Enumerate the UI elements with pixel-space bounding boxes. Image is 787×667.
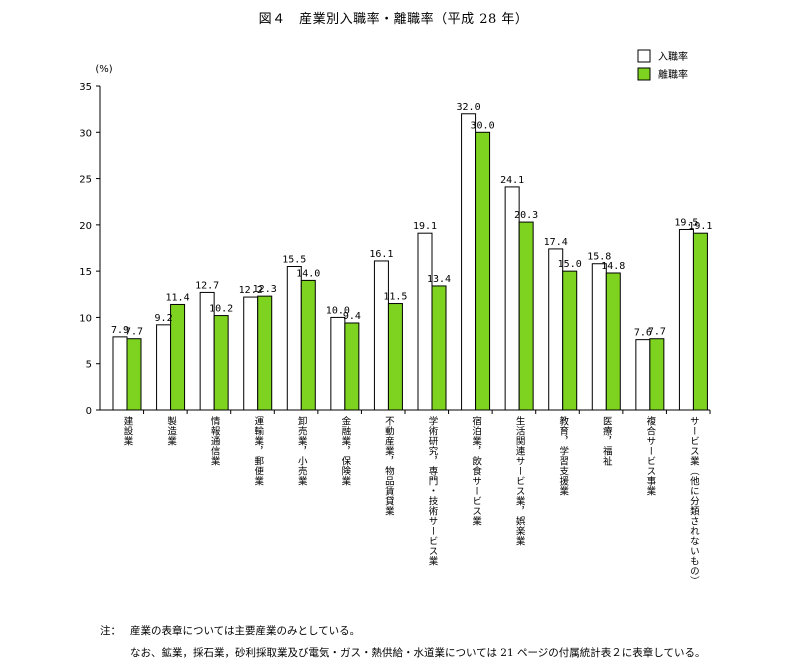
data-label: 16.1 [369,249,393,260]
legend-label-entry: 入職率 [658,50,688,63]
data-label: 20.3 [514,210,538,221]
data-label: 15.0 [558,259,582,270]
data-label: 12.7 [195,280,219,291]
bar-exit-rate [649,338,665,411]
chart-title: 図４ 産業別入職率・離職率（平成 28 年） [258,12,529,27]
x-category-label: 学術研究，専門・技術サービス業 [427,415,439,566]
legend-swatch-exit [637,67,651,81]
x-category-label: サービス業（他に分類されないもの） [688,416,700,586]
y-axis-label: (%) [95,64,112,75]
data-label: 10.0 [326,305,350,316]
y-tick-label: 15 [79,267,92,278]
bar-entry-rate [591,263,607,411]
data-label: 12.2 [239,285,263,296]
x-category-label: 医療，福祉 [601,416,613,466]
y-tick-label: 35 [79,82,92,93]
x-category-label: 卸売業，小売業 [296,415,308,486]
y-tick-label: 10 [79,313,92,324]
bar-entry-rate [330,316,346,411]
x-category-label: 不動産業，物品賃貸業 [383,416,395,516]
legend-swatch-entry [637,49,651,63]
x-category-label: 複合サービス事業 [644,415,656,496]
data-label: 19.5 [674,217,698,228]
data-label: 10.2 [209,304,233,315]
bar-exit-rate [300,279,316,411]
footnote-line-1: 産業の表章については主要産業のみとしている。 [130,625,361,637]
bar-entry-rate [461,113,477,411]
data-label: 32.0 [457,102,481,113]
footnote-line-2: なお、鉱業，採石業，砂利採取業及び電気・ガス・熱供給・水道業については 21 ペ… [130,647,706,659]
bar-exit-rate [126,338,142,411]
data-label: 17.4 [544,237,568,248]
footnote-label: 注： [100,625,121,637]
bar-entry-rate [678,228,694,411]
bar-entry-rate [286,266,302,411]
y-tick-label: 30 [79,128,92,139]
x-category-label: 情報通信業 [209,415,221,466]
x-category-label: 金融業，保険業 [339,415,351,486]
bar-entry-rate [635,339,651,411]
bar-exit-rate [431,285,447,411]
x-category-label: 製造業 [165,415,177,446]
data-label: 7.9 [111,325,129,336]
data-label: 19.1 [688,221,712,232]
y-tick-label: 5 [86,360,92,371]
data-label: 12.3 [253,284,277,295]
data-label: 13.4 [427,274,451,285]
data-label: 24.1 [500,175,524,186]
x-category-label: 生活関連サービス業，娯楽業 [514,415,526,546]
bar-exit-rate [344,322,360,411]
bar-exit-rate [213,315,229,411]
bar-exit-rate [518,221,534,411]
data-label: 9.2 [155,313,173,324]
y-tick-label: 25 [79,175,92,186]
data-label: 11.5 [383,292,407,303]
data-label: 30.0 [471,120,495,131]
footnote: 注： 産業の表章については主要産業のみとしている。 なお、鉱業，採石業，砂利採取業… [100,620,705,664]
bar-exit-rate [605,272,621,411]
x-category-label: 宿泊業，飲食サービス業 [470,415,482,526]
bar-entry-rate [373,260,389,411]
data-label: 14.8 [601,261,625,272]
bar-exit-rate [692,232,708,411]
bar-exit-rate [257,295,273,411]
bar-exit-rate [562,270,578,411]
bar-exit-rate [475,131,491,411]
bar-exit-rate [387,303,403,411]
bar-entry-rate [548,248,564,411]
x-category-label: 建設業 [122,415,134,446]
x-category-label: 運輸業，郵便業 [252,416,264,486]
data-label: 7.7 [125,327,143,338]
data-label: 15.8 [587,252,611,263]
bar-entry-rate [112,336,128,411]
bar-exit-rate [170,303,186,411]
y-tick-label: 0 [86,406,92,417]
data-label: 9.4 [343,311,361,322]
data-label: 14.0 [296,268,320,279]
bar-entry-rate [243,296,259,411]
data-label: 15.5 [282,255,306,266]
data-label: 11.4 [166,292,190,303]
y-tick-label: 20 [79,221,92,232]
data-label: 7.7 [648,327,666,338]
bar-entry-rate [417,232,433,411]
data-label: 19.1 [413,221,437,232]
legend-label-exit: 離職率 [658,68,688,81]
bar-entry-rate [156,324,172,411]
x-category-label: 教育，学習支援業 [557,415,569,496]
data-label: 7.6 [634,328,652,339]
